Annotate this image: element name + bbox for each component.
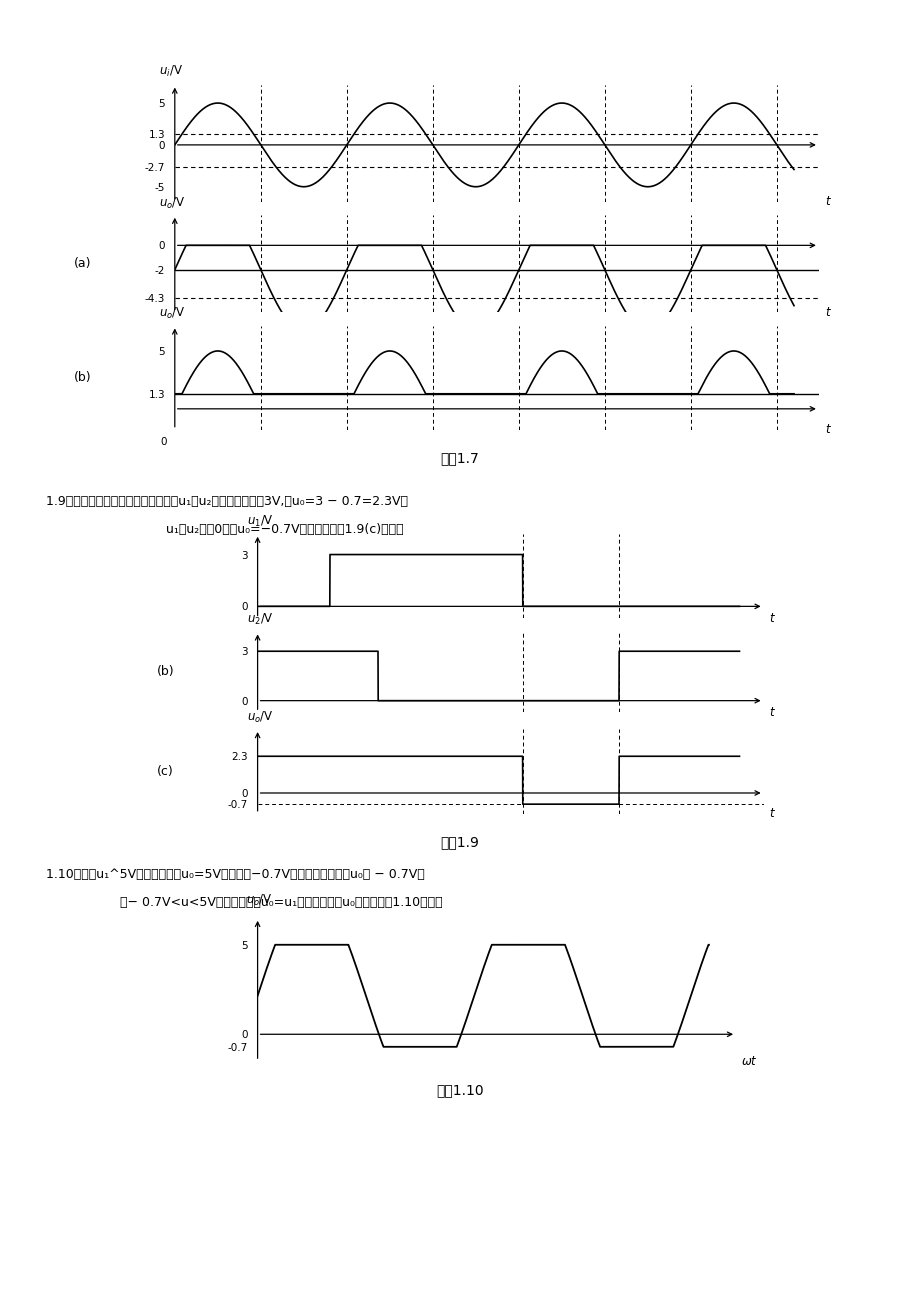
Text: 0: 0 [161,437,167,448]
Text: 1.9解：该电路为高电平选择电路，即u₁、u₂中至少有一个为3V,则u₀=3 − 0.7=2.3V。: 1.9解：该电路为高电平选择电路，即u₁、u₂中至少有一个为3V,则u₀=3 −… [46,495,407,508]
Text: (b): (b) [74,371,92,384]
Text: u₁、u₂均为0时，u₀=−0.7V。其波形答图1.9(c)所示。: u₁、u₂均为0时，u₀=−0.7V。其波形答图1.9(c)所示。 [165,523,403,536]
Text: (c): (c) [157,766,174,777]
Text: $u_o$/V: $u_o$/V [245,893,272,907]
Text: $t$: $t$ [768,706,775,719]
Text: $t$: $t$ [824,423,832,436]
Text: $u_o$/V: $u_o$/V [159,197,186,211]
Text: $t$: $t$ [824,306,832,319]
Text: $u_1$/V: $u_1$/V [247,514,274,530]
Text: $u_o$/V: $u_o$/V [247,710,274,725]
Text: $t$: $t$ [768,807,775,820]
Text: 答图1.7: 答图1.7 [440,452,479,465]
Text: 答图1.10: 答图1.10 [436,1083,483,1096]
Text: $\omega t$: $\omega t$ [740,1055,756,1068]
Text: $u_o$/V: $u_o$/V [159,306,186,322]
Text: 答图1.9: 答图1.9 [440,836,479,849]
Text: 1.10解：当u₁^5V时，匕击穿，u₀=5V。当说声−0.7V时，匕正向导通，u₀＝ − 0.7V。: 1.10解：当u₁^5V时，匕击穿，u₀=5V。当说声−0.7V时，匕正向导通，… [46,868,425,881]
Text: $u_2$/V: $u_2$/V [247,612,274,628]
Text: (b): (b) [156,665,175,678]
Text: $t$: $t$ [768,612,775,625]
Text: 当− 0.7V<u<5V时，匕截止，u₀=u₁。由此画出的u₀波形如答图1.10所示。: 当− 0.7V<u<5V时，匕截止，u₀=u₁。由此画出的u₀波形如答图1.10… [119,896,442,909]
Text: (a): (a) [74,258,92,270]
Text: $t$: $t$ [824,195,832,208]
Text: $u_i$/V: $u_i$/V [159,64,183,79]
